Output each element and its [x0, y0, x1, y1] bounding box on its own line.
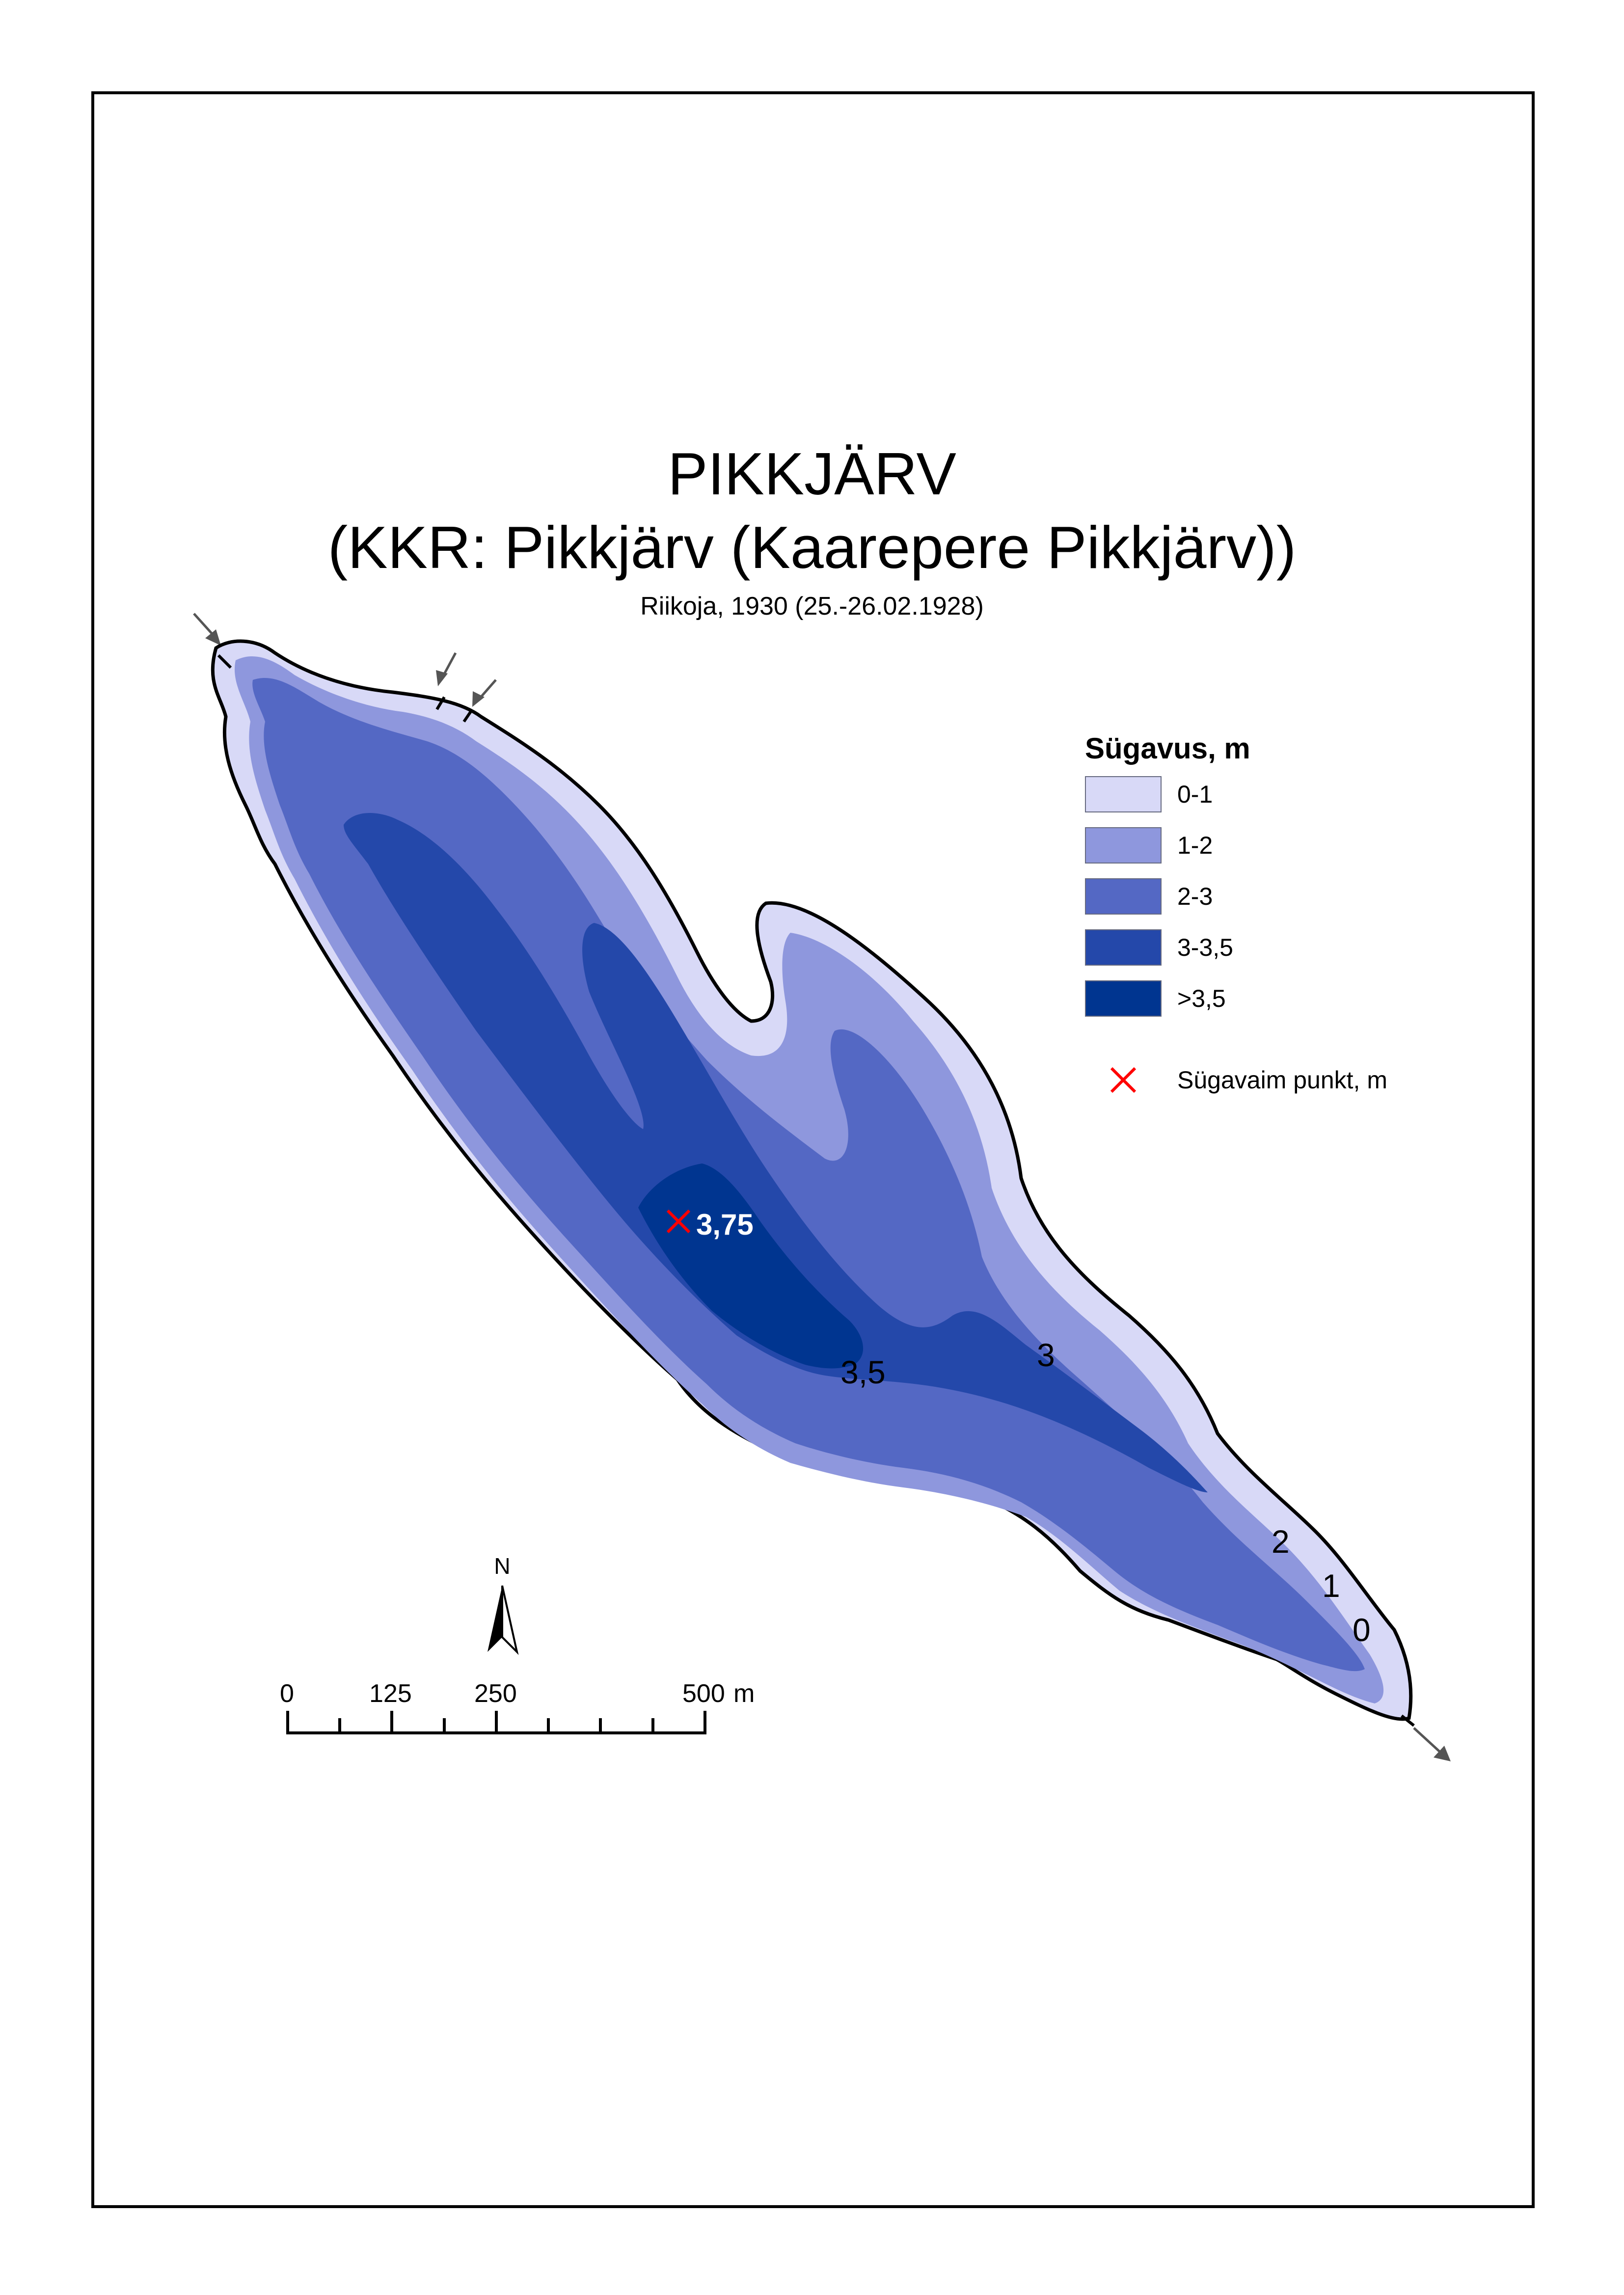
- legend-item: 1-2: [1085, 827, 1458, 864]
- legend-item: >3,5: [1085, 980, 1458, 1017]
- contour-label: 2: [1272, 1523, 1290, 1560]
- legend-swatch: [1085, 929, 1162, 966]
- depth-zone-3-3-5: [344, 813, 1208, 1492]
- map-source: Riikoja, 1930 (25.-26.02.1928): [640, 592, 984, 621]
- map-title: PIKKJÄRV: [668, 440, 956, 507]
- contour-label: 0: [1353, 1612, 1371, 1648]
- legend-label: 3-3,5: [1177, 934, 1233, 961]
- deepest-point-marker: [666, 1209, 691, 1234]
- map-subtitle: (KKR: Pikkjärv (Kaarepere Pikkjärv)): [327, 514, 1297, 581]
- legend: Sügavus, m 0-1 1-2 2-3 3-3,5 >3,5 Sügava…: [1085, 731, 1458, 1099]
- legend-title: Sügavus, m: [1085, 732, 1250, 765]
- legend-deepest-point: Sügavaim punkt, m: [1085, 1061, 1458, 1099]
- legend-swatch: [1085, 980, 1162, 1017]
- north-label: N: [494, 1553, 511, 1579]
- contour-label: 3: [1037, 1337, 1055, 1373]
- deepest-point-label: 3,75: [696, 1208, 754, 1241]
- channel-tick: [1401, 1714, 1415, 1727]
- cross-icon: [1085, 1062, 1162, 1098]
- legend-swatch: [1085, 827, 1162, 864]
- depth-zone-gt-3-5: [638, 1163, 864, 1369]
- scale-label: 125: [369, 1679, 412, 1708]
- outflow-arrow-southeast: [1413, 1727, 1444, 1756]
- channel-tick: [462, 708, 474, 723]
- legend-item: 3-3,5: [1085, 929, 1458, 966]
- legend-item: 0-1: [1085, 776, 1458, 813]
- north-arrow-icon: [487, 1585, 519, 1655]
- legend-item: 2-3: [1085, 878, 1458, 915]
- contour-label: 1: [1322, 1567, 1340, 1604]
- legend-label: >3,5: [1177, 985, 1226, 1012]
- scale-label: 250: [474, 1679, 517, 1708]
- scale-label: 500: [682, 1679, 725, 1708]
- inflow-arrowhead-north-2: [472, 691, 485, 707]
- inflow-arrowhead-north-1: [436, 670, 448, 686]
- legend-label: 1-2: [1177, 832, 1213, 859]
- scale-label: 0: [280, 1679, 294, 1708]
- legend-swatch: [1085, 776, 1162, 812]
- channel-tick: [435, 696, 446, 710]
- inflow-arrows: [193, 613, 1451, 1761]
- legend-swatch: [1085, 878, 1162, 915]
- legend-deepest-label: Sügavaim punkt, m: [1177, 1066, 1387, 1094]
- contour-label: 3,5: [840, 1354, 886, 1390]
- channel-ticks: [217, 654, 1415, 1727]
- lake-depth-zones: [211, 639, 1413, 1721]
- legend-label: 0-1: [1177, 781, 1213, 808]
- north-arrow: N: [480, 1554, 524, 1657]
- inflow-arrowhead-northwest: [205, 629, 221, 646]
- scale-unit: m: [733, 1679, 755, 1708]
- legend-label: 2-3: [1177, 883, 1213, 910]
- outflow-arrowhead-southeast: [1434, 1746, 1451, 1761]
- map-frame: [91, 91, 1535, 2208]
- channel-tick: [217, 654, 232, 669]
- scale-bar: [286, 1711, 706, 1734]
